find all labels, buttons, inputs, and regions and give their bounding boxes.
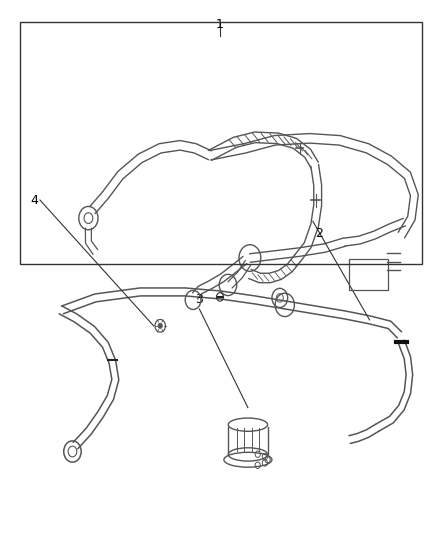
Text: 4: 4: [30, 193, 38, 207]
Text: 3: 3: [195, 293, 203, 306]
Text: 1: 1: [216, 18, 224, 31]
Text: 2: 2: [315, 227, 323, 240]
Circle shape: [158, 323, 162, 328]
Bar: [20, 22, 422, 264]
